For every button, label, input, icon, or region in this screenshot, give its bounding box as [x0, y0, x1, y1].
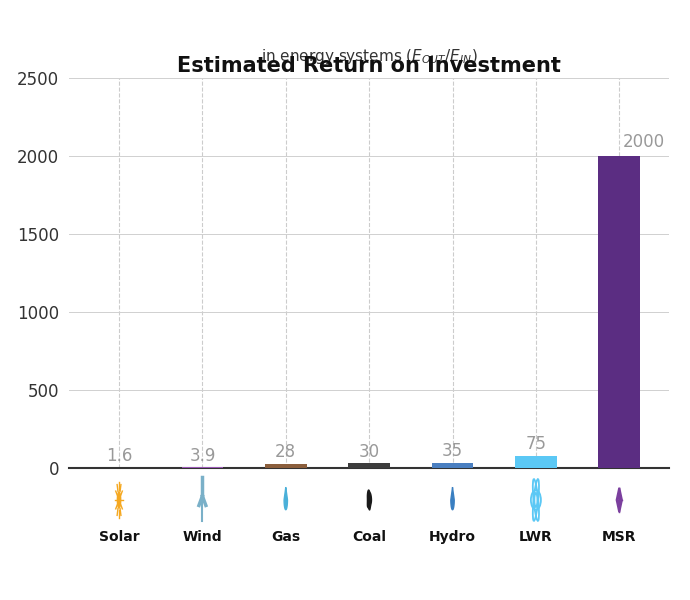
- Text: 2000: 2000: [623, 133, 665, 151]
- Text: Wind: Wind: [183, 530, 222, 544]
- Text: 28: 28: [275, 443, 296, 461]
- Polygon shape: [367, 490, 371, 510]
- Polygon shape: [451, 487, 454, 510]
- Text: 1.6: 1.6: [106, 447, 132, 465]
- Text: Coal: Coal: [352, 530, 386, 544]
- Bar: [348, 463, 390, 468]
- Text: Gas: Gas: [271, 530, 300, 544]
- Bar: [515, 457, 557, 468]
- Text: Solar: Solar: [99, 530, 139, 544]
- Bar: [265, 464, 306, 468]
- Text: 3.9: 3.9: [189, 446, 215, 464]
- Bar: [598, 156, 640, 468]
- Bar: [432, 463, 473, 468]
- Polygon shape: [284, 487, 288, 510]
- Text: 75: 75: [525, 436, 546, 454]
- Text: MSR: MSR: [602, 530, 636, 544]
- Text: in energy systems ($E_{OUT}/E_{IN}$): in energy systems ($E_{OUT}/E_{IN}$): [261, 47, 477, 65]
- Circle shape: [117, 492, 121, 508]
- Text: 35: 35: [442, 442, 463, 460]
- Bar: [181, 467, 224, 468]
- Text: 30: 30: [359, 443, 380, 461]
- Title: Estimated Return on Investment: Estimated Return on Investment: [177, 56, 561, 76]
- Text: LWR: LWR: [519, 530, 553, 544]
- Text: Hydro: Hydro: [429, 530, 476, 544]
